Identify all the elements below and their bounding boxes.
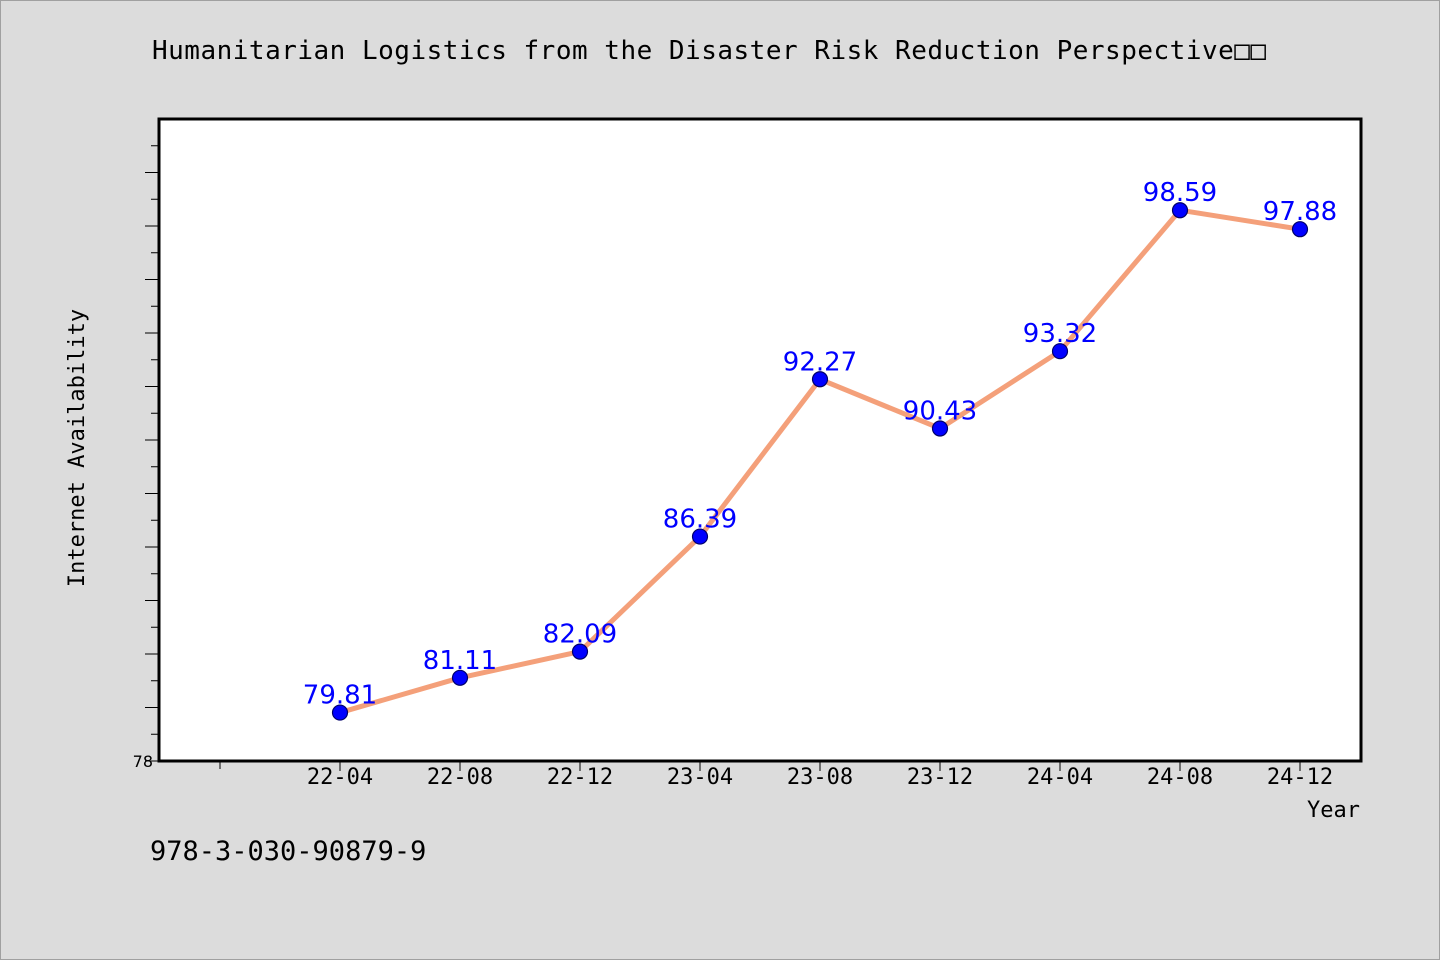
x-tick-label: 23-08 — [787, 765, 853, 790]
y-axis-title: Internet Availability — [65, 309, 90, 587]
footer-isbn: 978-3-030-90879-9 — [150, 836, 427, 867]
data-label: 93.32 — [1023, 319, 1097, 349]
data-point — [571, 643, 589, 660]
x-tick-label: 24-12 — [1267, 765, 1333, 790]
x-tick-label: 23-04 — [667, 765, 733, 790]
data-labels: 79.81 81.11 82.09 86.39 92.27 90.43 93.32 98.59… — [303, 178, 1337, 710]
x-tick-label: 22-08 — [427, 765, 493, 790]
x-tick-label: 22-12 — [547, 765, 613, 790]
x-tick-label: 24-08 — [1147, 765, 1213, 790]
data-point — [931, 420, 949, 437]
data-point — [1171, 202, 1189, 219]
y-axis-ticks: 78 — [133, 145, 159, 771]
series-layer — [331, 202, 1309, 721]
x-tick-label: 24-04 — [1027, 765, 1093, 790]
x-tick-label: 23-12 — [907, 765, 973, 790]
data-label: 82.09 — [543, 620, 617, 650]
y-tick-label: 78 — [133, 752, 153, 771]
data-label: 90.43 — [903, 396, 977, 426]
data-label: 81.11 — [423, 646, 497, 676]
data-point — [331, 704, 349, 721]
data-point — [811, 371, 829, 388]
data-label: 97.88 — [1263, 197, 1337, 227]
data-point — [451, 669, 469, 686]
chart-title: Humanitarian Logistics from the Disaster… — [152, 36, 1267, 66]
data-point — [1051, 343, 1069, 360]
data-point — [691, 528, 709, 545]
data-label: 98.59 — [1143, 178, 1217, 208]
x-axis-ticks: 22-04 22-08 22-12 23-04 23-08 23-12 24-04 24-08… — [219, 761, 1333, 790]
x-tick-label: 22-04 — [307, 765, 373, 790]
data-label: 86.39 — [663, 505, 737, 535]
x-axis-title: Year — [1307, 798, 1360, 823]
data-label: 79.81 — [303, 681, 377, 711]
data-point — [1291, 221, 1309, 238]
plot-area — [157, 117, 1363, 763]
data-label: 92.27 — [783, 347, 857, 377]
